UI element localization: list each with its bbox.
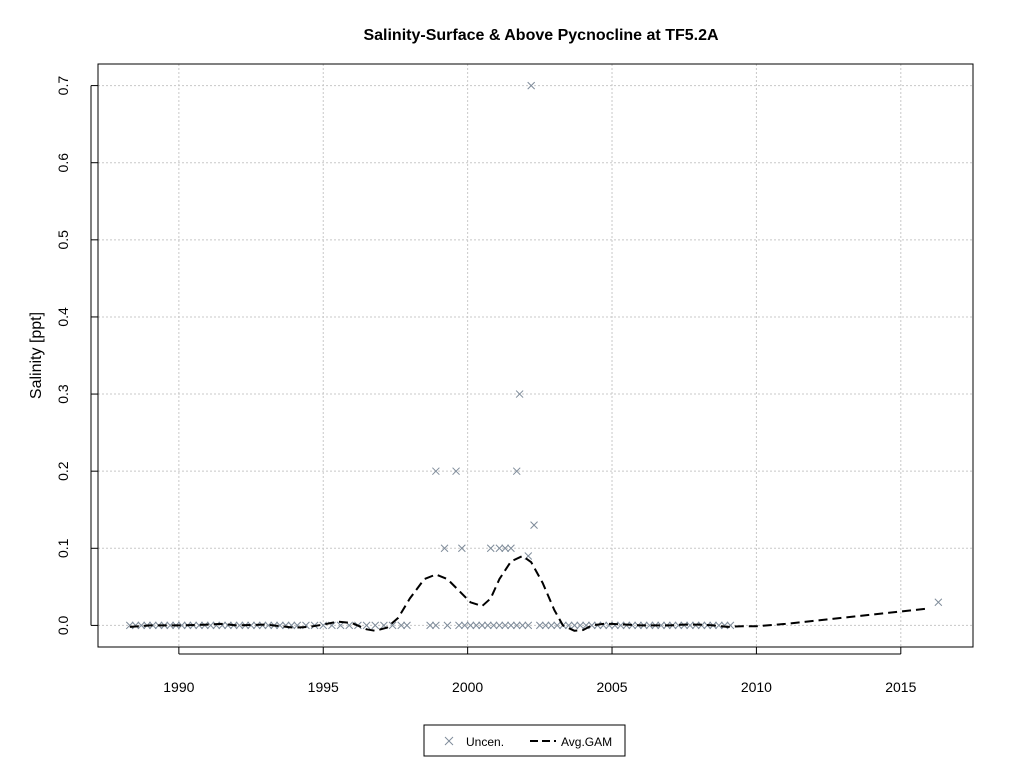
data-point <box>247 621 255 630</box>
data-point <box>541 621 550 630</box>
data-point <box>440 544 449 553</box>
y-tick-label: 0.6 <box>55 153 71 173</box>
legend: Uncen. Avg.GAM <box>423 724 626 757</box>
y-tick-label: 0.5 <box>55 230 71 250</box>
gam-line-path <box>129 555 930 632</box>
y-axis-label: Salinity [ppt] <box>28 312 45 399</box>
y-axis: 0.0 0.1 0.2 0.3 0.4 0.5 0.6 0.7 <box>55 76 98 635</box>
data-point <box>483 621 492 630</box>
data-point <box>206 621 215 630</box>
data-point <box>235 621 244 630</box>
data-point <box>460 621 469 630</box>
data-point <box>388 621 397 630</box>
data-point <box>553 621 562 630</box>
x-tick-label: 1995 <box>308 679 339 695</box>
data-point <box>576 621 585 630</box>
data-point <box>512 621 521 630</box>
legend-label-uncen: Uncen. <box>466 735 504 749</box>
chart-title: Salinity-Surface & Above Pycnocline at T… <box>363 27 719 44</box>
data-point <box>501 544 510 553</box>
data-point <box>362 621 371 630</box>
data-point <box>125 621 134 630</box>
y-tick-label: 0.0 <box>55 615 71 635</box>
data-point <box>934 598 943 607</box>
x-tick-label: 2000 <box>452 679 483 695</box>
data-point <box>515 390 524 398</box>
data-point <box>397 621 406 630</box>
gam-line <box>129 555 930 632</box>
y-tick-label: 0.7 <box>55 76 71 96</box>
data-point <box>518 621 527 630</box>
plot-border <box>97 63 974 648</box>
data-point <box>686 621 694 630</box>
data-point <box>472 621 481 630</box>
y-tick-label: 0.3 <box>55 384 71 404</box>
data-point <box>512 467 521 476</box>
grid <box>98 64 973 647</box>
data-point <box>264 621 273 630</box>
data-point <box>177 621 186 630</box>
data-point <box>443 621 452 630</box>
y-tick-label: 0.1 <box>55 538 71 558</box>
data-point <box>507 621 515 630</box>
x-tick-label: 2015 <box>885 679 916 695</box>
data-point <box>527 81 536 90</box>
data-point <box>131 621 140 630</box>
data-point <box>319 621 328 630</box>
data-point <box>452 467 460 476</box>
data-point <box>564 621 573 630</box>
x-axis: 1990 1995 2000 2005 2010 2015 <box>163 647 917 695</box>
data-point <box>495 621 504 630</box>
data-point <box>530 521 538 530</box>
x-tick-label: 2010 <box>741 679 772 695</box>
y-tick-label: 0.4 <box>55 307 71 327</box>
data-point <box>616 621 625 630</box>
data-point <box>501 621 510 630</box>
y-tick-label: 0.2 <box>55 461 71 481</box>
data-point <box>495 544 504 553</box>
data-point <box>455 621 463 630</box>
data-point <box>166 621 175 630</box>
data-point <box>645 621 654 630</box>
data-points <box>125 81 943 630</box>
data-point <box>426 621 434 630</box>
data-point <box>403 621 411 630</box>
data-point <box>547 621 556 630</box>
data-point <box>535 621 544 630</box>
legend-label-gam: Avg.GAM <box>561 735 612 749</box>
x-tick-label: 2005 <box>596 679 627 695</box>
data-point <box>276 621 284 630</box>
data-point <box>507 544 515 553</box>
data-point <box>195 621 203 630</box>
data-point <box>674 621 683 630</box>
data-point <box>599 621 608 630</box>
data-point <box>715 621 723 630</box>
data-point <box>628 621 637 630</box>
data-point <box>149 621 157 630</box>
data-point <box>432 467 440 476</box>
data-point <box>486 544 495 553</box>
data-point <box>478 621 486 630</box>
data-point <box>432 621 440 630</box>
data-point <box>371 621 380 630</box>
data-point <box>466 621 475 630</box>
data-point <box>524 621 533 630</box>
data-point <box>458 544 466 553</box>
legend-point-marker <box>444 736 454 746</box>
x-tick-label: 1990 <box>163 679 194 695</box>
legend-box <box>423 724 626 757</box>
data-point <box>137 621 146 630</box>
data-point <box>489 621 498 630</box>
data-point <box>570 621 579 630</box>
data-point <box>657 621 665 630</box>
